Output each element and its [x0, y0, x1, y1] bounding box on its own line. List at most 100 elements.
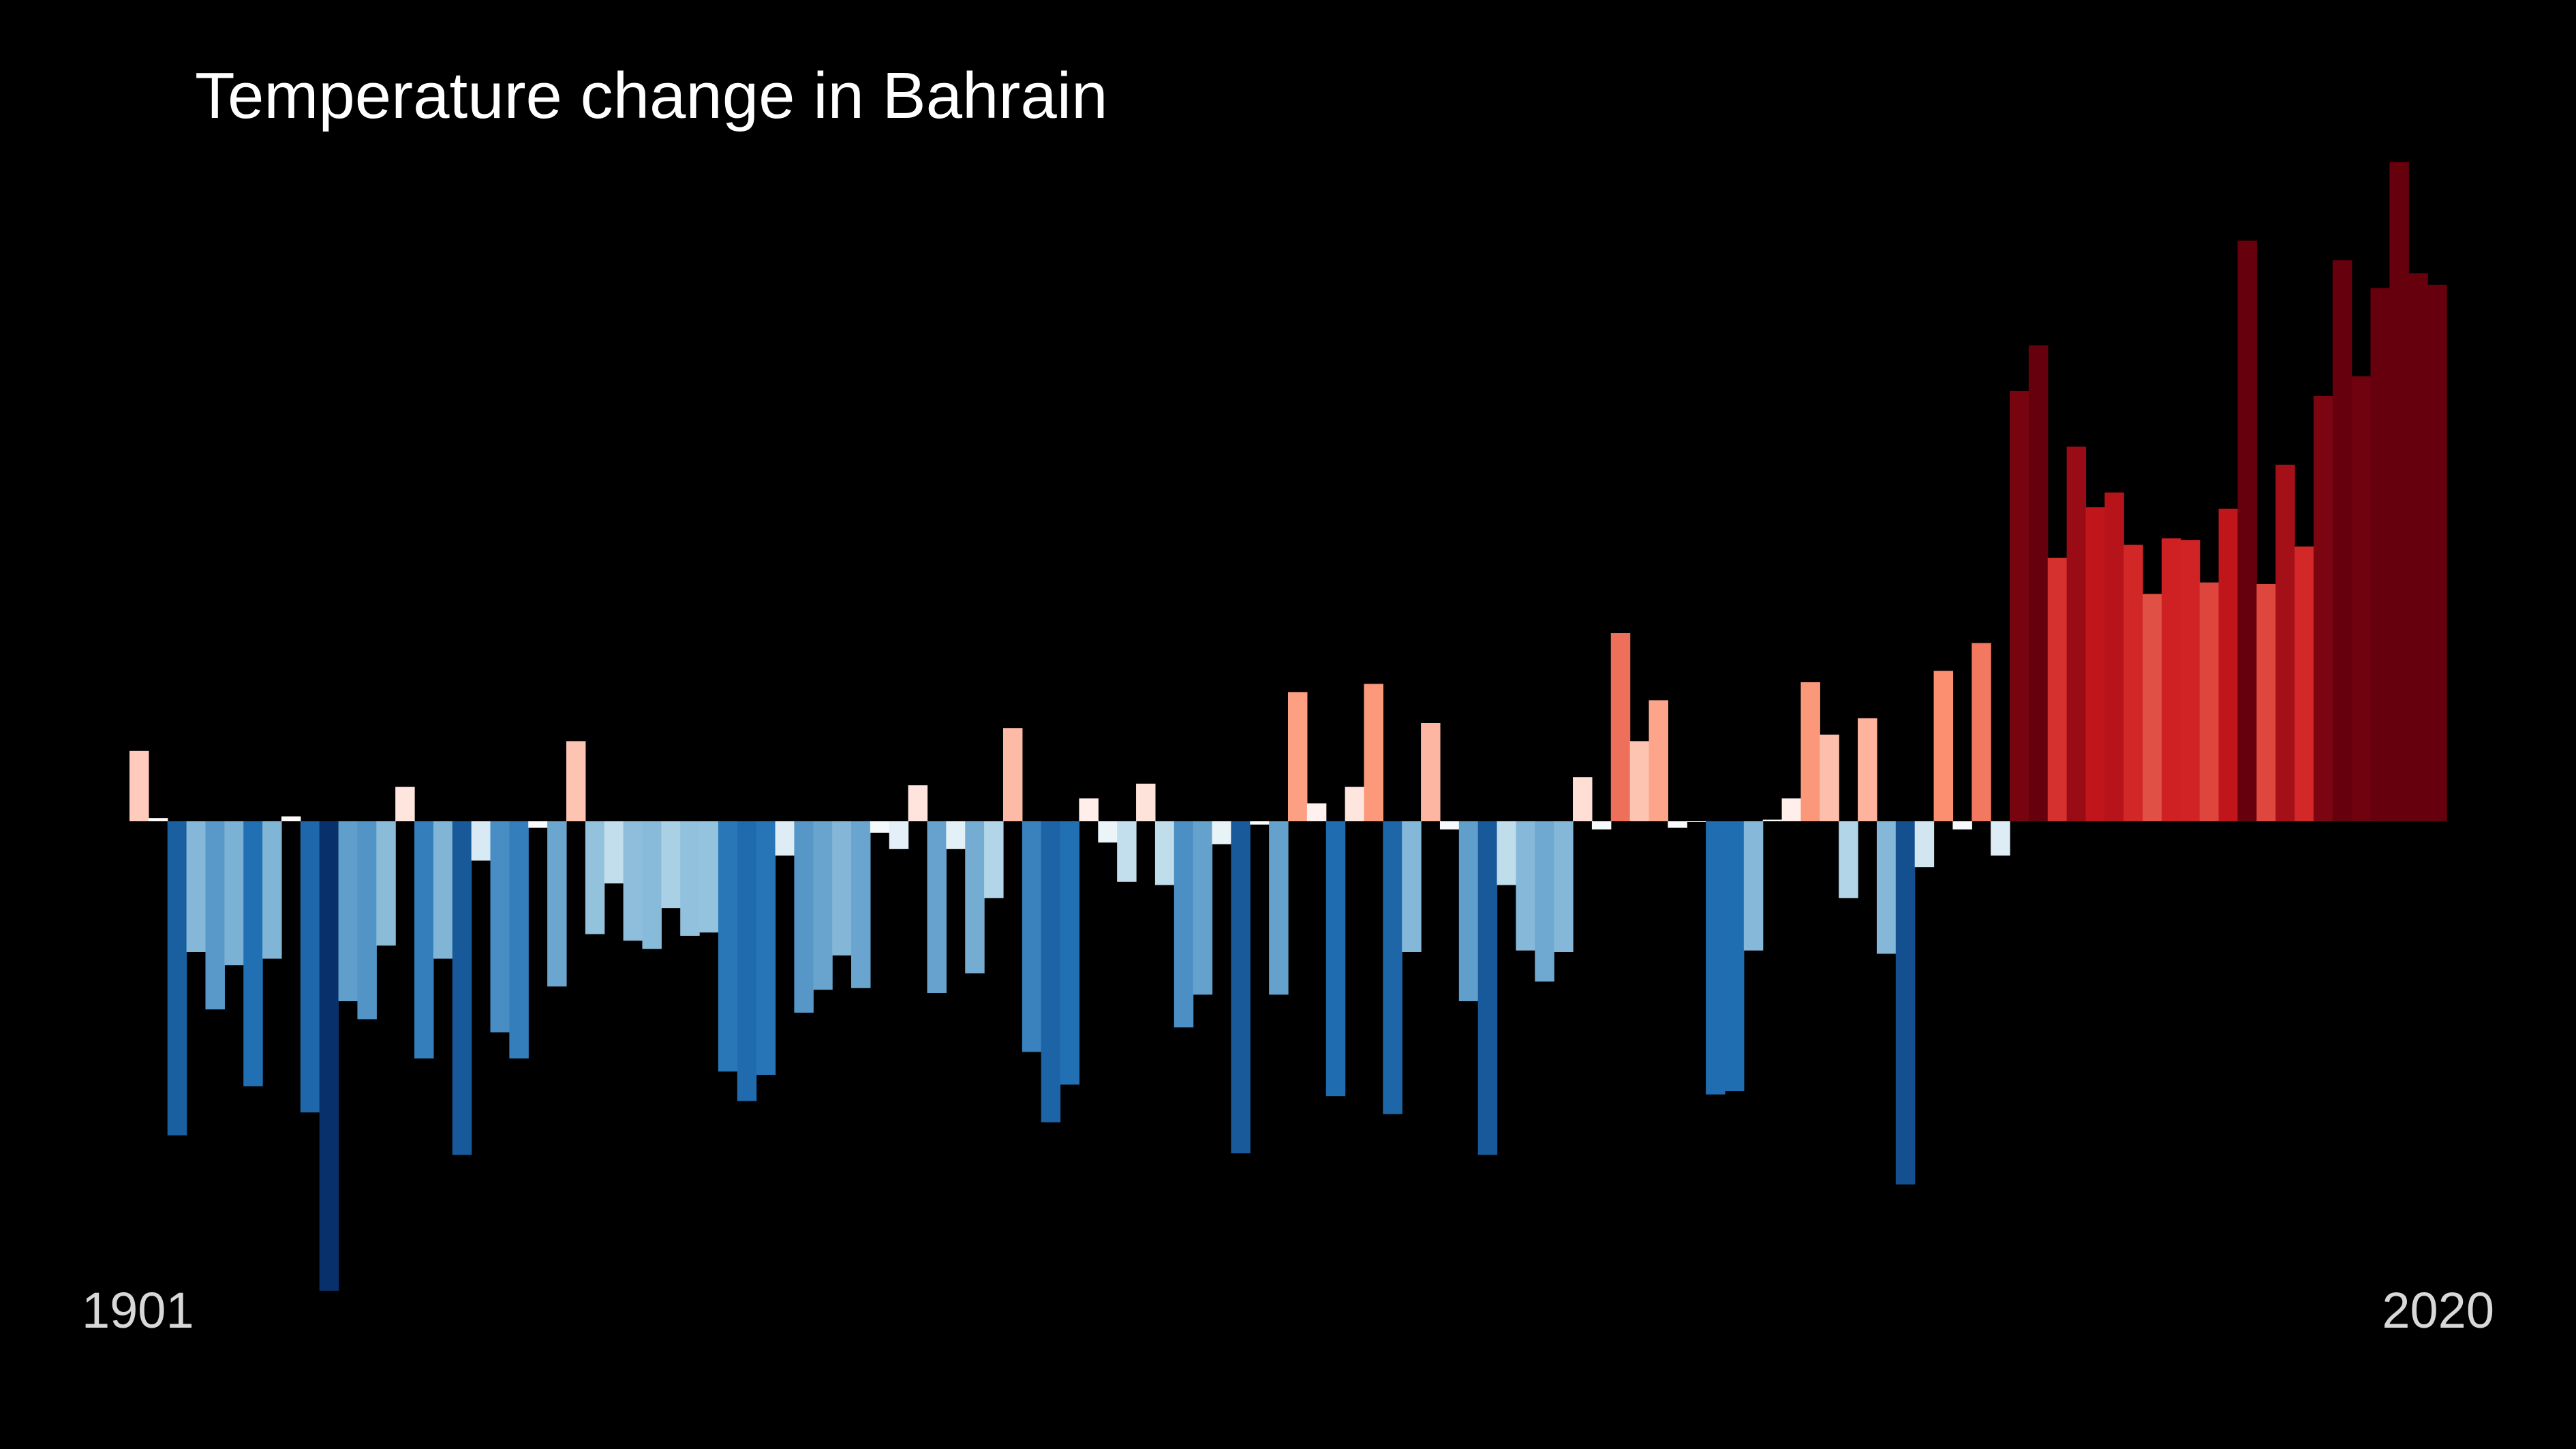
bar-1969 — [1421, 723, 1441, 821]
bar-1952 — [1098, 821, 1118, 843]
bar-2016 — [2313, 396, 2333, 821]
bar-1907 — [243, 821, 263, 1086]
bar-1906 — [224, 821, 244, 966]
bar-1992 — [1858, 718, 1877, 821]
bar-1923 — [547, 821, 567, 987]
bar-1963 — [1306, 803, 1327, 821]
bar-1966 — [1364, 684, 1383, 821]
bar-1950 — [1060, 821, 1080, 1085]
bar-1994 — [1895, 821, 1916, 1185]
bar-1984 — [1706, 821, 1726, 1095]
bar-2008 — [2161, 538, 2181, 821]
bar-1967 — [1383, 821, 1402, 1114]
bar-1939 — [851, 821, 871, 988]
bar-1932 — [718, 821, 738, 1072]
bar-1910 — [300, 821, 320, 1113]
bar-2009 — [2180, 540, 2201, 821]
bar-1983 — [1687, 821, 1706, 822]
bar-1987 — [1762, 819, 1783, 821]
bar-1917 — [433, 821, 453, 959]
bar-2002 — [2047, 558, 2068, 821]
bar-1944 — [946, 821, 966, 849]
bar-2004 — [2085, 507, 2105, 821]
bar-1957 — [1193, 821, 1213, 995]
bar-1999 — [1991, 821, 2010, 856]
bar-2020 — [2389, 162, 2409, 822]
bar-1940 — [870, 821, 890, 833]
bar-1908 — [262, 821, 282, 959]
bar-1973 — [1497, 821, 1517, 885]
bar-1929 — [661, 821, 681, 909]
bar-1959 — [1231, 821, 1251, 1154]
bar-2007 — [2143, 594, 2162, 821]
bar-1912 — [338, 821, 358, 1001]
bar-1942 — [908, 785, 928, 821]
bar-1948 — [1022, 821, 1042, 1052]
bar-1985 — [1724, 821, 1745, 1091]
bar-1913 — [357, 821, 377, 1020]
bar-1975 — [1535, 821, 1554, 982]
bar-1905 — [205, 821, 225, 1009]
bar-1937 — [813, 821, 833, 990]
bar-1962 — [1288, 692, 1308, 821]
bar-1915 — [395, 787, 415, 821]
bar-1941 — [889, 821, 909, 849]
bar-1955 — [1154, 821, 1175, 885]
bar-1998 — [1972, 643, 1991, 821]
bar-1927 — [623, 821, 643, 941]
bar-1943 — [927, 821, 947, 993]
bar-2021 — [2408, 273, 2428, 821]
bar-1921 — [509, 821, 529, 1058]
bar-2019 — [2370, 288, 2390, 822]
bar-2012 — [2237, 241, 2257, 821]
bar-1934 — [756, 821, 776, 1075]
bar-1902 — [148, 818, 168, 821]
bar-1974 — [1516, 821, 1535, 951]
bar-1938 — [832, 821, 852, 956]
bar-2013 — [2256, 584, 2276, 821]
bar-1995 — [1914, 821, 1935, 868]
bar-1970 — [1439, 821, 1460, 829]
bar-1951 — [1079, 798, 1099, 821]
bar-1931 — [699, 821, 719, 933]
bar-1901 — [129, 750, 149, 821]
bar-2001 — [2028, 345, 2049, 822]
bar-1903 — [167, 821, 187, 1135]
bar-1904 — [186, 821, 206, 952]
bar-2005 — [2104, 492, 2124, 821]
bar-2003 — [2066, 446, 2087, 821]
bar-1956 — [1174, 821, 1194, 1028]
bar-1930 — [680, 821, 700, 936]
bar-2017 — [2332, 260, 2352, 821]
bar-1918 — [452, 821, 472, 1155]
bar-1979 — [1610, 633, 1631, 821]
bar-1911 — [319, 821, 339, 1291]
bar-1933 — [737, 821, 757, 1101]
x-tick-start: 1901 — [82, 1282, 194, 1339]
bar-1997 — [1952, 821, 1972, 829]
bar-1926 — [604, 821, 624, 884]
bar-1972 — [1477, 821, 1498, 1155]
bar-1949 — [1041, 821, 1061, 1123]
bar-1922 — [528, 821, 548, 828]
bar-1986 — [1743, 821, 1764, 951]
bar-1909 — [281, 816, 301, 821]
bar-1935 — [775, 821, 795, 856]
bar-1945 — [965, 821, 985, 974]
bar-1980 — [1629, 741, 1650, 821]
bar-2014 — [2275, 464, 2295, 821]
bar-1960 — [1250, 821, 1270, 825]
bar-1919 — [471, 821, 491, 861]
chart-title: Temperature change in Bahrain — [195, 59, 1108, 132]
bar-1976 — [1554, 821, 1574, 952]
bar-1925 — [585, 821, 605, 934]
bar-2010 — [2199, 582, 2220, 821]
bar-1981 — [1649, 700, 1668, 821]
bar-1914 — [376, 821, 396, 946]
bar-1982 — [1668, 821, 1687, 828]
bar-1968 — [1402, 821, 1422, 952]
bar-1936 — [794, 821, 814, 1013]
bar-2018 — [2351, 376, 2372, 821]
